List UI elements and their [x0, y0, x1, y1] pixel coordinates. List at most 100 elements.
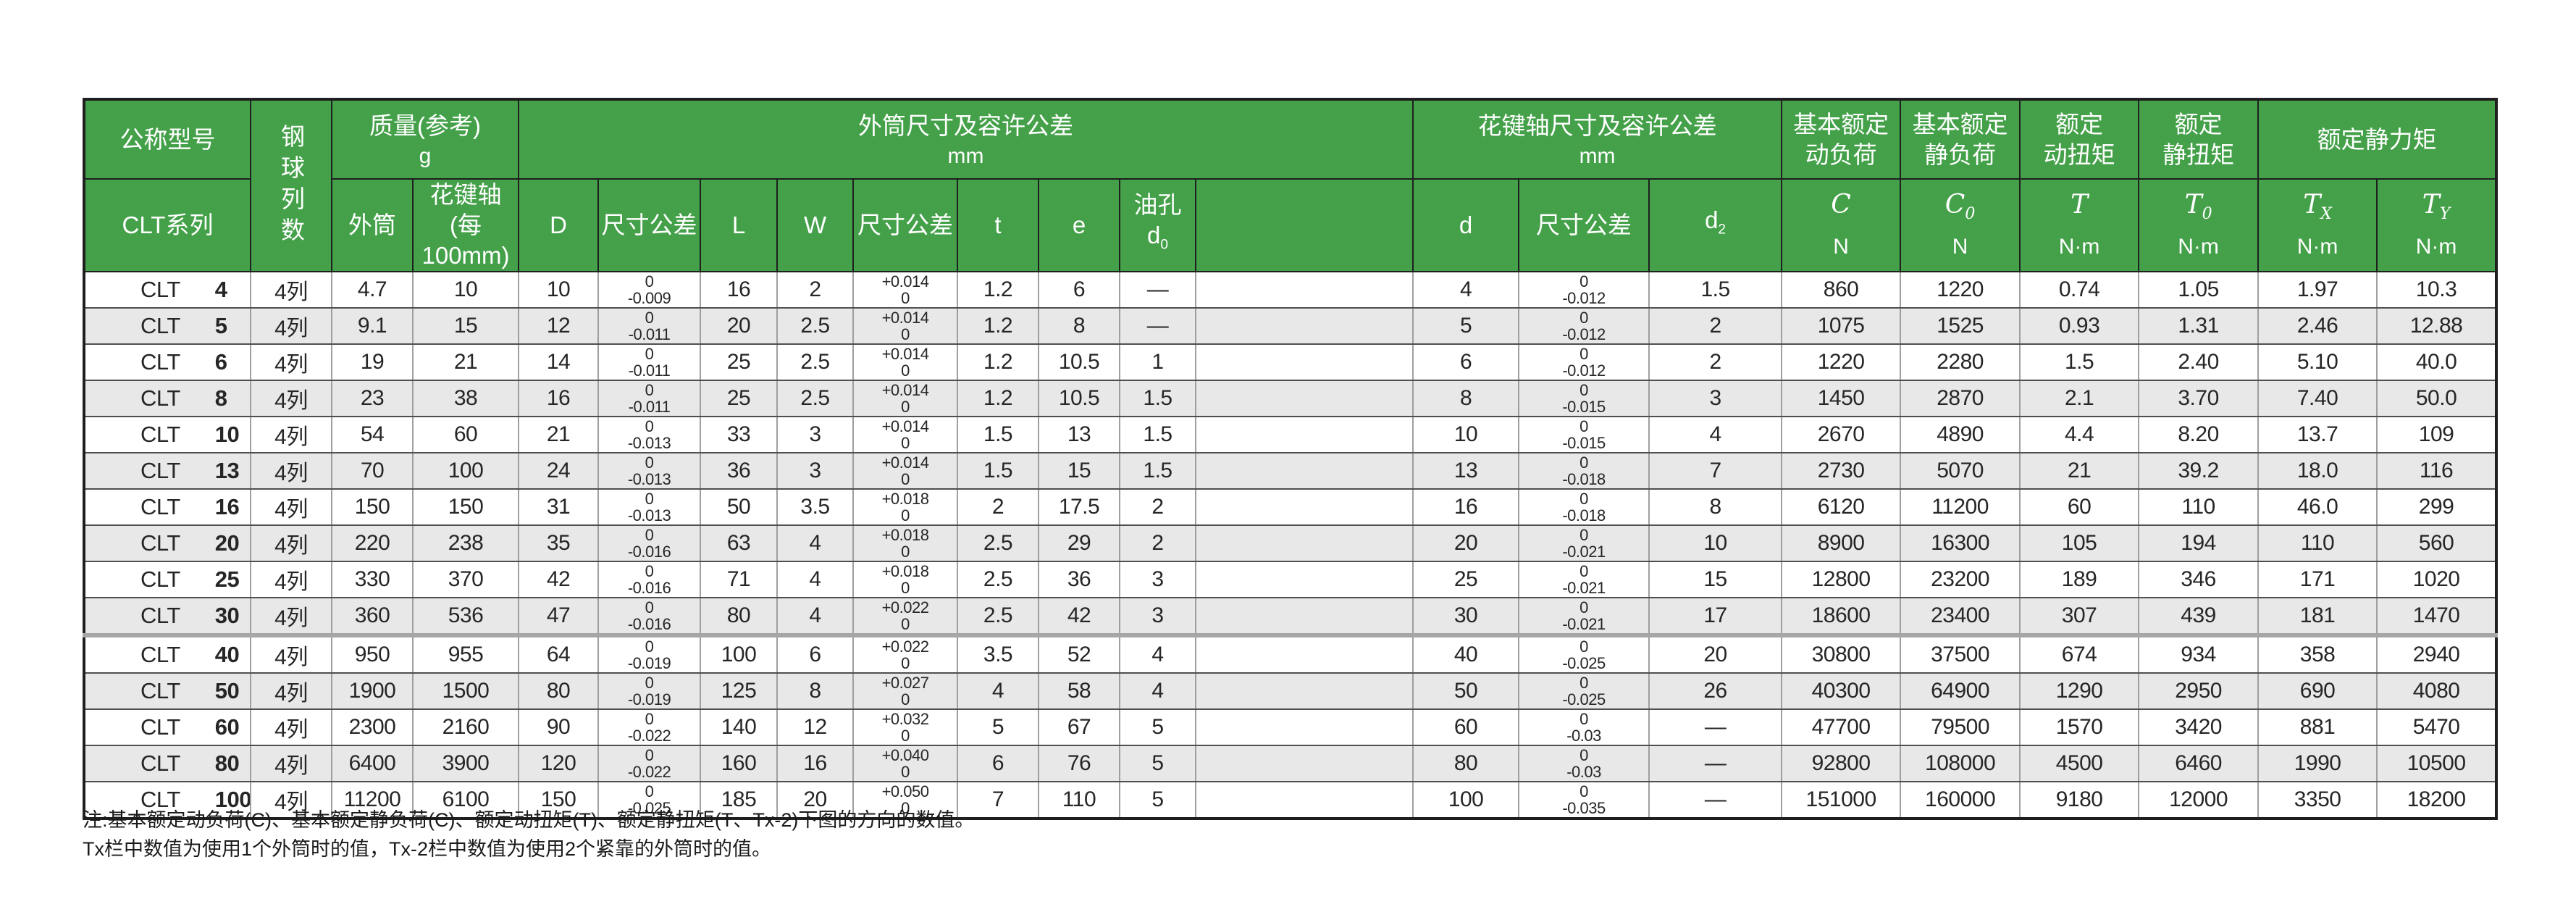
- value-cell: 150: [518, 781, 600, 819]
- value-cell: [1195, 488, 1414, 526]
- value-cell: 36: [700, 452, 779, 490]
- header-model-group: 公称型号: [83, 99, 251, 180]
- value-cell: 6: [1412, 343, 1520, 381]
- value-cell: 0 -0.009: [597, 271, 702, 309]
- value-cell: 8: [776, 672, 855, 710]
- model-prefix: CLT: [140, 642, 180, 667]
- value-cell: 1220: [1900, 271, 2021, 309]
- value-cell: 160000: [1900, 781, 2021, 819]
- value-cell: 6: [957, 745, 1040, 782]
- model-cell: CLT 60: [83, 708, 251, 746]
- value-cell: 3: [1119, 597, 1197, 636]
- value-cell: 3: [1119, 561, 1197, 598]
- model-number: 80: [214, 750, 240, 776]
- value-cell: 13.7: [2257, 416, 2378, 453]
- value-cell: 1500: [411, 672, 520, 710]
- header-col-D: D: [518, 178, 600, 272]
- model-cell: CLT 16: [83, 488, 251, 526]
- model-number: 20: [214, 530, 240, 556]
- value-cell: 13: [1412, 452, 1520, 490]
- value-cell: 2.5: [776, 307, 855, 345]
- header-mass-group: 质量(参考) g: [330, 99, 520, 180]
- value-cell: 4列: [250, 781, 332, 819]
- value-cell: 71: [700, 561, 779, 598]
- value-cell: 23200: [1900, 561, 2021, 598]
- value-cell: [1195, 708, 1414, 746]
- value-cell: +0.022 0: [852, 597, 959, 636]
- value-cell: 1: [1119, 343, 1197, 381]
- table-row: CLT 50 4列 1900 1500 80 0 -0.019 125 8 +0.027 0 4 58 4 5…: [83, 672, 2498, 710]
- value-cell: 100: [411, 452, 520, 490]
- value-cell: 2280: [1900, 343, 2021, 381]
- value-cell: 5: [1119, 708, 1197, 746]
- value-cell: 80: [1412, 745, 1520, 782]
- value-cell: 1450: [1781, 380, 1902, 417]
- value-cell: 2: [1648, 307, 1783, 345]
- value-cell: 110: [2257, 524, 2378, 562]
- value-cell: —: [1119, 307, 1197, 345]
- value-cell: 1.05: [2138, 271, 2260, 309]
- table-row: CLT 25 4列 330 370 42 0 -0.016 71 4 +0.018 0 2.5 36 3 25…: [83, 561, 2498, 598]
- header-sym-Ty: TY N·m: [2376, 178, 2498, 272]
- value-cell: 4列: [250, 307, 332, 345]
- value-cell: 2: [776, 271, 855, 309]
- header-sym-C: C N: [1781, 178, 1902, 272]
- model-prefix: CLT: [140, 494, 180, 519]
- value-cell: 860: [1781, 271, 1902, 309]
- model-number: 40: [214, 642, 240, 667]
- value-cell: 0 -0.016: [597, 597, 702, 636]
- value-cell: 0 -0.03: [1518, 708, 1650, 746]
- value-cell: 934: [2138, 633, 2260, 674]
- value-cell: —: [1648, 781, 1783, 819]
- value-cell: 110: [1038, 781, 1121, 819]
- value-cell: +0.027 0: [852, 672, 959, 710]
- value-cell: 30800: [1781, 633, 1902, 674]
- value-cell: 14: [518, 343, 600, 381]
- value-cell: 16: [700, 271, 779, 309]
- value-cell: 1570: [2019, 708, 2140, 746]
- model-cell: CLT 8: [83, 380, 251, 417]
- value-cell: 3900: [411, 745, 520, 782]
- value-cell: 40: [1412, 633, 1520, 674]
- value-cell: 64900: [1900, 672, 2021, 710]
- value-cell: 2: [957, 488, 1040, 526]
- model-number: 6: [214, 349, 227, 375]
- value-cell: 189: [2019, 561, 2140, 598]
- header-static-torque: 额定 静扭矩: [2138, 99, 2260, 180]
- header-static-load: 基本额定 静负荷: [1900, 99, 2021, 180]
- value-cell: 4: [1119, 633, 1197, 674]
- value-cell: 4080: [2376, 672, 2498, 710]
- value-cell: [1195, 380, 1414, 417]
- value-cell: 4: [1412, 271, 1520, 309]
- value-cell: 346: [2138, 561, 2260, 598]
- value-cell: 4: [776, 597, 855, 636]
- table-row: CLT 6 4列 19 21 14 0 -0.011 25 2.5 +0.014 0 1.2 10.5 1 6…: [83, 343, 2498, 381]
- header-col-e: e: [1038, 178, 1121, 272]
- value-cell: 160: [700, 745, 779, 782]
- header-dynamic-torque: 额定 动扭矩: [2019, 99, 2140, 180]
- model-cell: CLT 5: [83, 307, 251, 345]
- value-cell: 0 -0.025: [1518, 633, 1650, 674]
- header-col-W-tol: 尺寸公差: [852, 178, 959, 272]
- value-cell: 15: [1038, 452, 1121, 490]
- model-number: 5: [214, 313, 227, 338]
- value-cell: 881: [2257, 708, 2378, 746]
- header-outer-group: 外筒尺寸及容许公差 mm: [518, 99, 1414, 180]
- model-number: 30: [214, 603, 240, 628]
- value-cell: 50.0: [2376, 380, 2498, 417]
- value-cell: 4列: [250, 672, 332, 710]
- value-cell: 955: [411, 633, 520, 674]
- header-mass-outer: 外筒: [331, 178, 414, 272]
- value-cell: 52: [1038, 633, 1121, 674]
- value-cell: 0 -0.022: [597, 708, 702, 746]
- value-cell: 4500: [2019, 745, 2140, 782]
- value-cell: 3350: [2257, 781, 2378, 819]
- value-cell: +0.014 0: [852, 380, 959, 417]
- value-cell: 0 -0.018: [1518, 452, 1650, 490]
- model-prefix: CLT: [140, 313, 180, 338]
- value-cell: 5.10: [2257, 343, 2378, 381]
- value-cell: 0 -0.021: [1518, 597, 1650, 636]
- value-cell: 60: [411, 416, 520, 453]
- value-cell: 1525: [1900, 307, 2021, 345]
- value-cell: 690: [2257, 672, 2378, 710]
